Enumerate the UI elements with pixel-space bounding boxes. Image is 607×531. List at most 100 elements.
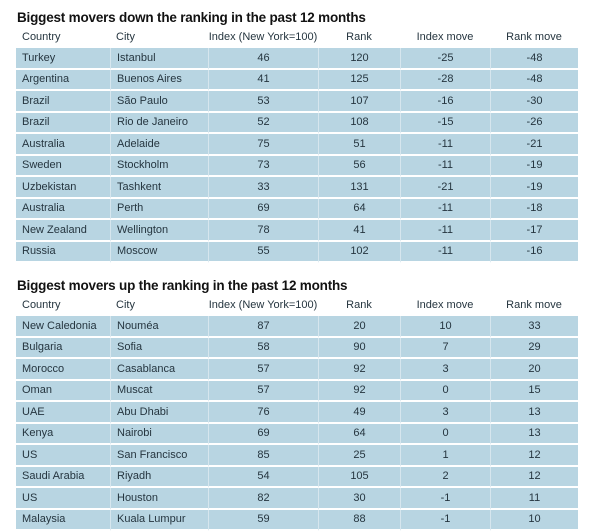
table-cell: -48	[490, 48, 578, 70]
table-cell: 78	[208, 220, 318, 242]
table-cell: -11	[400, 220, 490, 242]
table-cell: UAE	[16, 402, 110, 424]
table-cell: Uzbekistan	[16, 177, 110, 199]
column-header-rank-move: Rank move	[490, 297, 578, 316]
table-cell: Bulgaria	[16, 338, 110, 360]
column-header-rank: Rank	[318, 29, 400, 48]
column-header-rank: Rank	[318, 297, 400, 316]
table-cell: 3	[400, 402, 490, 424]
table-cell: -11	[400, 156, 490, 178]
table-cell: 55	[208, 242, 318, 264]
table-cell: 64	[318, 199, 400, 221]
table-cell: 69	[208, 199, 318, 221]
table-cell: Perth	[110, 199, 208, 221]
table-cell: 53	[208, 91, 318, 113]
column-header-rank-move: Rank move	[490, 29, 578, 48]
table-cell: -28	[400, 70, 490, 92]
table-cell: 120	[318, 48, 400, 70]
table-cell: 92	[318, 359, 400, 381]
table-cell: 41	[208, 70, 318, 92]
table-cell: 131	[318, 177, 400, 199]
table-cell: 0	[400, 424, 490, 446]
table-cell: -16	[490, 242, 578, 264]
table-cell: Nairobi	[110, 424, 208, 446]
table-cell: 30	[318, 488, 400, 510]
table-cell: 105	[318, 467, 400, 489]
column-header-index: Index (New York=100)	[208, 297, 318, 316]
table-cell: 125	[318, 70, 400, 92]
column-header-index-move: Index move	[400, 297, 490, 316]
table-cell: Russia	[16, 242, 110, 264]
table-cell: São Paulo	[110, 91, 208, 113]
table-cell: Argentina	[16, 70, 110, 92]
table-title-movers-down: Biggest movers down the ranking in the p…	[17, 10, 607, 26]
table-cell: -30	[490, 91, 578, 113]
movers-down-section: Biggest movers down the ranking in the p…	[16, 10, 607, 263]
table-cell: 29	[490, 338, 578, 360]
table-cell: Kenya	[16, 424, 110, 446]
table-cell: 1	[400, 445, 490, 467]
table-cell: 56	[318, 156, 400, 178]
table-cell: 49	[318, 402, 400, 424]
table-cell: Rio de Janeiro	[110, 113, 208, 135]
table-cell: 0	[400, 381, 490, 403]
table-cell: US	[16, 445, 110, 467]
table-cell: 20	[318, 316, 400, 338]
table-cell: -19	[490, 156, 578, 178]
table-cell: Riyadh	[110, 467, 208, 489]
table-cell: 107	[318, 91, 400, 113]
table-cell: Australia	[16, 199, 110, 221]
table-cell: 15	[490, 381, 578, 403]
table-cell: 41	[318, 220, 400, 242]
table-cell: 102	[318, 242, 400, 264]
column-header-country: Country	[16, 297, 110, 316]
table-cell: 58	[208, 338, 318, 360]
table-cell: 7	[400, 338, 490, 360]
table-cell: 57	[208, 359, 318, 381]
table-cell: 10	[490, 510, 578, 531]
column-header-index-move: Index move	[400, 29, 490, 48]
table-cell: Muscat	[110, 381, 208, 403]
table-cell: US	[16, 488, 110, 510]
table-cell: Brazil	[16, 113, 110, 135]
table-cell: Kuala Lumpur	[110, 510, 208, 531]
table-cell: -19	[490, 177, 578, 199]
table-cell: 2	[400, 467, 490, 489]
table-cell: 3	[400, 359, 490, 381]
table-cell: Malaysia	[16, 510, 110, 531]
table-cell: 25	[318, 445, 400, 467]
table-cell: 12	[490, 445, 578, 467]
table-cell: Turkey	[16, 48, 110, 70]
table-cell: 57	[208, 381, 318, 403]
table-cell: -15	[400, 113, 490, 135]
table-cell: 52	[208, 113, 318, 135]
table-cell: 87	[208, 316, 318, 338]
table-cell: Nouméa	[110, 316, 208, 338]
movers-up-table: Country City Index (New York=100) Rank I…	[16, 297, 578, 531]
table-cell: Moscow	[110, 242, 208, 264]
table-cell: 10	[400, 316, 490, 338]
table-cell: 33	[490, 316, 578, 338]
table-cell: Istanbul	[110, 48, 208, 70]
table-cell: 51	[318, 134, 400, 156]
table-cell: 11	[490, 488, 578, 510]
table-cell: 13	[490, 402, 578, 424]
table-cell: -48	[490, 70, 578, 92]
